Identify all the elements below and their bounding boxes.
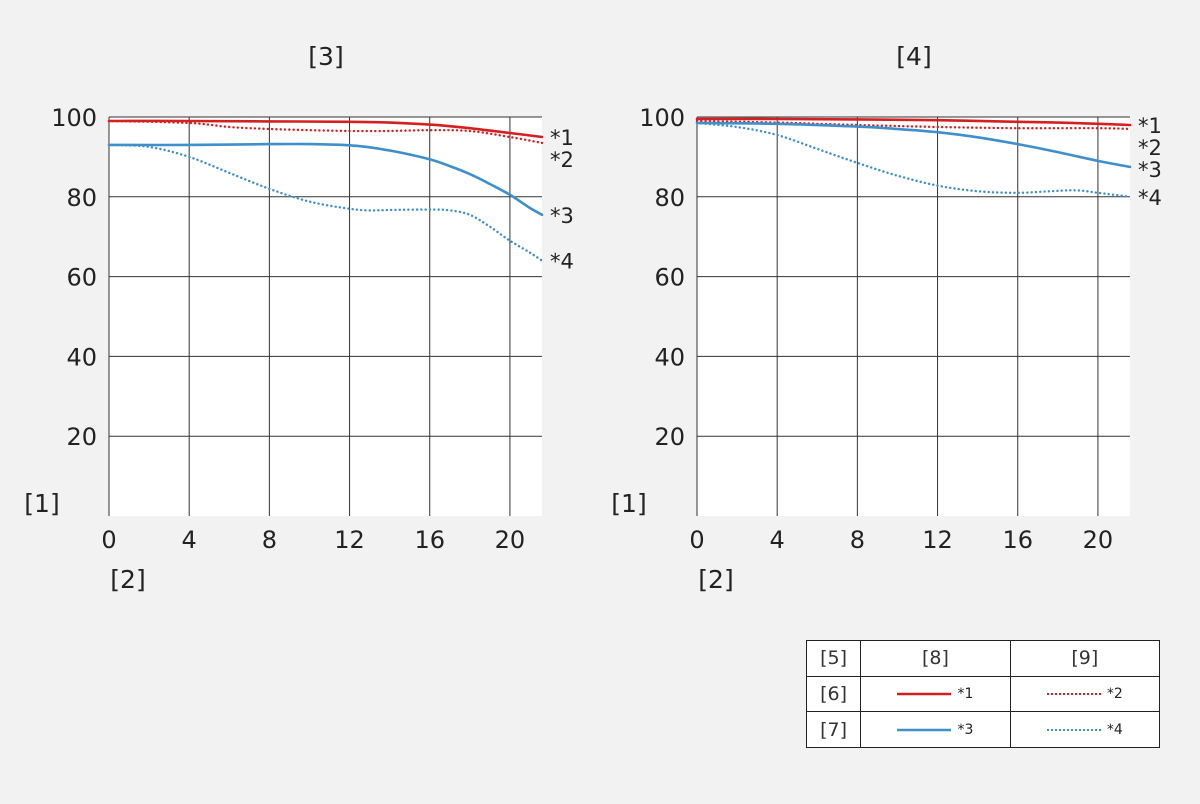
series-line-star4	[107, 143, 544, 262]
plot-area	[697, 117, 1130, 516]
y-tick-label: 60	[654, 264, 685, 292]
x-axis-label: [2]	[698, 565, 733, 594]
series-end-label: *4	[1138, 186, 1162, 210]
series-line-star1	[695, 117, 1132, 127]
legend-dotted-red-swatch	[1046, 692, 1101, 695]
series-line-star2	[695, 119, 1132, 131]
legend-row-label: [7]	[805, 711, 862, 748]
legend-dotted-blue-label: *4	[1106, 721, 1123, 738]
series-end-label: *1	[550, 126, 574, 150]
plot-area	[109, 117, 542, 516]
series-end-label: *1	[1138, 114, 1162, 138]
series-end-label: *2	[550, 148, 574, 172]
y-tick-label: 40	[654, 343, 685, 371]
series-line-star1	[107, 119, 544, 139]
legend-header-row: [5] [8] [9]	[805, 640, 1161, 677]
series-line-star2	[107, 119, 544, 145]
series-line-star3	[695, 121, 1132, 169]
series-end-label: *4	[550, 250, 574, 274]
legend-solid-cell: *1	[860, 675, 1011, 713]
y-tick-label: 80	[654, 184, 685, 212]
chart-panel-1: 0 4 8 12 16 20 20 40 60 80 100 [3] [1] [2] *1*2 *3 *4	[24, 42, 574, 594]
y-tick-label: 20	[654, 423, 685, 451]
legend-header-cell: [8]	[860, 640, 1011, 677]
y-tick-label: 20	[66, 423, 97, 451]
chart-panel-2: 0 4 8 12 16 20 20 40 60 80 100 [4] [1] [2] *1*2*3 *4	[611, 42, 1162, 594]
x-tick-label: 4	[770, 526, 785, 554]
series-end-label: *3	[1138, 158, 1162, 182]
x-tick-label: 4	[182, 526, 197, 554]
legend-dotted-cell: *2	[1009, 675, 1161, 713]
x-tick-label: 16	[1002, 526, 1033, 554]
chart-title: [3]	[308, 42, 343, 71]
legend-dotted-blue-swatch	[1046, 728, 1101, 731]
y-tick-label: 60	[66, 264, 97, 292]
legend-header-cell: [9]	[1009, 640, 1161, 677]
y-tick-label: 40	[66, 343, 97, 371]
legend-header-cell: [5]	[805, 640, 862, 677]
y-tick-label: 80	[66, 184, 97, 212]
legend-solid-red-swatch	[897, 692, 952, 696]
x-tick-label: 20	[495, 526, 526, 554]
legend-table: [5] [8] [9] [6] *1 *2	[805, 640, 1161, 748]
series-line-star3	[107, 142, 544, 217]
legend-solid-blue-label: *3	[957, 721, 974, 738]
series-line-star4	[695, 121, 1132, 198]
y-tick-label: 100	[51, 104, 97, 132]
chart-title: [4]	[896, 42, 931, 71]
x-axis-label: [2]	[110, 565, 145, 594]
legend-row-red: [6] *1 *2	[805, 675, 1161, 713]
legend-row-label: [6]	[805, 675, 862, 713]
x-tick-label: 0	[101, 526, 116, 554]
legend-dotted-cell: *4	[1009, 711, 1161, 748]
legend-solid-red-label: *1	[957, 685, 974, 702]
y-axis-label: [1]	[24, 489, 59, 518]
x-tick-label: 8	[262, 526, 277, 554]
x-tick-label: 12	[922, 526, 953, 554]
x-tick-label: 0	[689, 526, 704, 554]
y-tick-label: 100	[639, 104, 685, 132]
legend-dotted-red-label: *2	[1106, 685, 1123, 702]
legend-solid-cell: *3	[860, 711, 1011, 748]
legend-solid-blue-swatch	[897, 728, 952, 731]
legend-row-blue: [7] *3 *4	[805, 711, 1161, 748]
series-end-label: *3	[550, 204, 574, 228]
y-axis-label: [1]	[611, 489, 646, 518]
x-tick-label: 20	[1083, 526, 1114, 554]
x-tick-label: 16	[414, 526, 445, 554]
x-tick-label: 8	[850, 526, 865, 554]
x-tick-label: 12	[334, 526, 365, 554]
series-end-label: *2	[1138, 136, 1162, 160]
